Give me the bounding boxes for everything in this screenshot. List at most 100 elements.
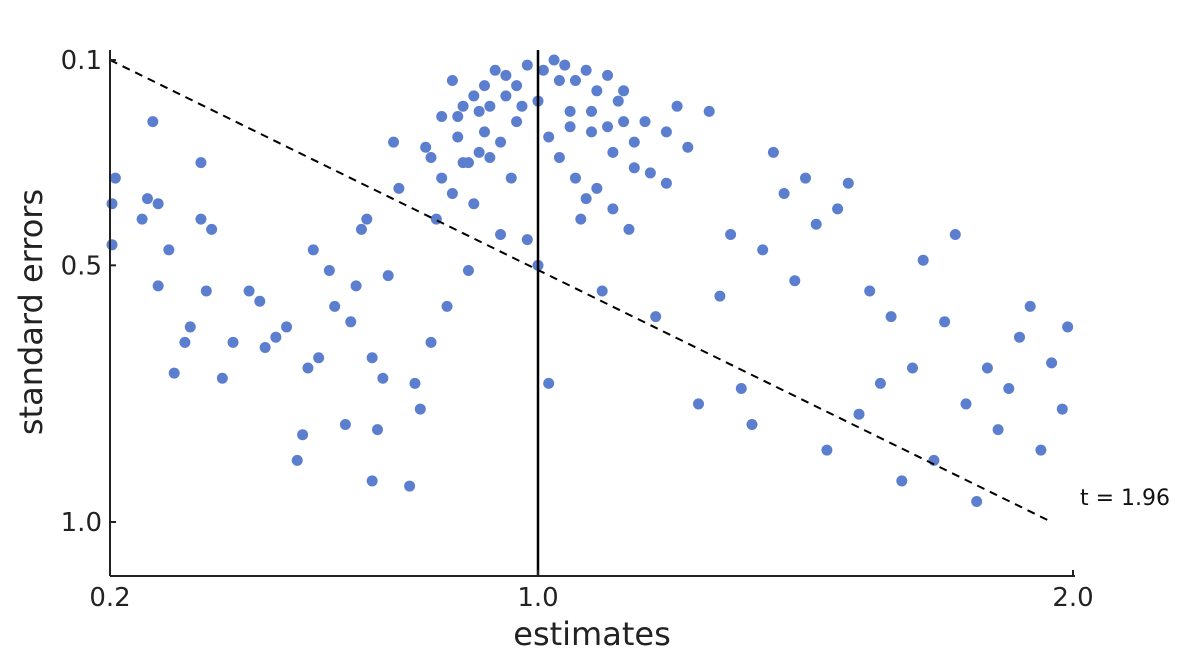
scatter-point <box>543 131 555 143</box>
scatter-point <box>452 110 464 122</box>
scatter-point <box>580 64 592 76</box>
scatter-point <box>366 352 378 364</box>
scatter-point <box>489 64 501 76</box>
scatter-point <box>896 475 908 487</box>
scatter-point <box>329 300 341 312</box>
scatter-point <box>206 223 218 235</box>
scatter-point <box>141 193 153 205</box>
scatter-point <box>981 362 993 374</box>
scatter-point <box>537 64 549 76</box>
scatter-point <box>200 285 212 297</box>
scatter-point <box>992 424 1004 436</box>
scatter-point <box>553 75 565 87</box>
scatter-point <box>714 290 726 302</box>
scatter-point <box>163 244 175 256</box>
scatter-point <box>495 136 507 148</box>
scatter-point <box>339 418 351 430</box>
scatter-point <box>596 285 608 297</box>
scatter-point <box>355 223 367 235</box>
scatter-point <box>436 172 448 184</box>
scatter-point <box>436 110 448 122</box>
scatter-point <box>832 203 844 215</box>
scatter-point <box>939 316 951 328</box>
scatter-point <box>511 116 523 128</box>
scatter-point <box>136 213 148 225</box>
scatter-point <box>404 480 416 492</box>
y-axis-title: standard errors <box>12 189 50 435</box>
scatter-point <box>1056 403 1068 415</box>
scatter-point <box>473 105 485 117</box>
scatter-point <box>757 244 769 256</box>
x-tick-label: 0.2 <box>89 583 130 613</box>
axes <box>109 50 1075 577</box>
scatter-point <box>345 316 357 328</box>
scatter-point <box>372 424 383 436</box>
scatter-point <box>735 383 747 395</box>
scatter-point <box>543 377 555 389</box>
scatter-point <box>639 116 651 128</box>
scatter-point <box>800 172 811 184</box>
ticks: 0.2 1.0 2.0 0.1 0.5 1.0 <box>61 46 1094 613</box>
scatter-point <box>874 377 886 389</box>
scatter-point <box>1014 331 1025 343</box>
scatter-point <box>949 229 961 241</box>
scatter-point <box>789 275 801 287</box>
scatter-point <box>591 182 603 194</box>
scatter-point <box>462 264 474 276</box>
scatter-point <box>660 126 672 138</box>
scatter-point <box>725 229 737 241</box>
scatter-point <box>628 162 640 174</box>
scatter-point <box>254 295 266 307</box>
scatter-point <box>302 362 314 374</box>
scatter-point <box>291 454 303 466</box>
scatter-point <box>864 285 876 297</box>
scatter-point <box>821 444 833 456</box>
scatter-point <box>473 146 485 158</box>
scatter-point <box>607 146 619 158</box>
scatter-point <box>1046 357 1058 369</box>
significance-dashed-line <box>109 59 1053 523</box>
scatter-point <box>602 121 614 133</box>
scatter-point <box>703 105 715 117</box>
scatter-point <box>505 172 517 184</box>
scatter-point <box>468 198 480 210</box>
scatter-point <box>586 126 597 138</box>
scatter-point <box>644 167 656 179</box>
scatter-point <box>521 234 533 246</box>
scatter-point <box>971 495 983 507</box>
scatter-point <box>243 285 255 297</box>
data-points <box>106 54 1074 507</box>
scatter-point <box>420 141 432 153</box>
scatter-point <box>109 172 121 184</box>
scatter-point <box>479 126 490 138</box>
scatter-point <box>618 85 630 97</box>
scatter-point <box>307 244 319 256</box>
scatter-point <box>446 187 458 199</box>
scatter-point <box>414 403 426 415</box>
scatter-point <box>152 280 164 292</box>
scatter-point <box>323 264 335 276</box>
scatter-point <box>393 182 405 194</box>
scatter-point <box>842 177 854 189</box>
scatter-point <box>553 152 565 164</box>
scatter-point <box>1024 300 1036 312</box>
y-tick-label: 0.1 <box>61 46 102 76</box>
scatter-point <box>152 198 164 210</box>
scatter-point <box>516 100 528 112</box>
scatter-point <box>746 418 758 430</box>
scatter-point <box>227 336 239 348</box>
scatter-point <box>313 352 325 364</box>
scatter-point <box>917 254 929 266</box>
scatter-point <box>810 218 822 230</box>
scatter-point <box>462 157 474 169</box>
scatter-point <box>650 311 662 323</box>
scatter-point <box>682 141 694 153</box>
scatter-point <box>960 398 972 410</box>
scatter-point <box>270 331 282 343</box>
scatter-point <box>377 372 389 384</box>
scatter-point <box>479 80 490 92</box>
scatter-point <box>618 116 630 128</box>
scatter-point <box>195 157 207 169</box>
scatter-point <box>607 203 619 215</box>
